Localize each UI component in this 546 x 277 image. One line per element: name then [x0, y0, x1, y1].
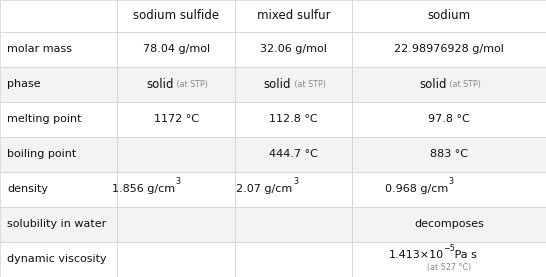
Bar [0, 242, 117, 277]
Bar [235, 32, 352, 67]
Bar [352, 207, 546, 242]
Text: 3: 3 [176, 177, 181, 186]
Text: 3: 3 [449, 177, 454, 186]
Bar [0, 32, 117, 67]
Bar [117, 102, 235, 137]
Bar [0, 0, 117, 32]
Bar [235, 102, 352, 137]
Text: solid: solid [419, 78, 447, 91]
Bar [235, 172, 352, 207]
Bar [352, 102, 546, 137]
Bar [235, 137, 352, 172]
Text: molar mass: molar mass [7, 44, 72, 54]
Text: 78.04 g/mol: 78.04 g/mol [143, 44, 210, 54]
Text: (at STP): (at STP) [448, 80, 482, 89]
Text: 97.8 °C: 97.8 °C [428, 114, 470, 124]
Text: 1.413×10: 1.413×10 [389, 250, 443, 260]
Bar [352, 137, 546, 172]
Bar [235, 207, 352, 242]
Bar [0, 67, 117, 102]
Text: melting point: melting point [7, 114, 81, 124]
Text: 0.968 g/cm: 0.968 g/cm [385, 184, 448, 194]
Bar [117, 0, 235, 32]
Text: 112.8 °C: 112.8 °C [269, 114, 318, 124]
Text: 1172 °C: 1172 °C [153, 114, 199, 124]
Text: 883 °C: 883 °C [430, 149, 468, 160]
Bar [117, 67, 235, 102]
Text: 444.7 °C: 444.7 °C [269, 149, 318, 160]
Text: mixed sulfur: mixed sulfur [257, 9, 330, 22]
Bar [0, 102, 117, 137]
Bar [117, 207, 235, 242]
Bar [352, 67, 546, 102]
Bar [235, 0, 352, 32]
Text: density: density [7, 184, 48, 194]
Text: phase: phase [7, 79, 41, 89]
Text: (at STP): (at STP) [175, 80, 209, 89]
Text: solid: solid [264, 78, 292, 91]
Text: −5: −5 [443, 244, 455, 253]
Text: decomposes: decomposes [414, 219, 484, 229]
Text: (at 527 °C): (at 527 °C) [427, 263, 471, 272]
Text: Pa s: Pa s [451, 250, 477, 260]
Text: 2.07 g/cm: 2.07 g/cm [236, 184, 293, 194]
Bar [117, 172, 235, 207]
Text: boiling point: boiling point [7, 149, 76, 160]
Bar [352, 0, 546, 32]
Text: 1.856 g/cm: 1.856 g/cm [112, 184, 175, 194]
Bar [117, 137, 235, 172]
Bar [0, 172, 117, 207]
Bar [352, 242, 546, 277]
Text: 22.98976928 g/mol: 22.98976928 g/mol [394, 44, 504, 54]
Bar [235, 242, 352, 277]
Text: (at STP): (at STP) [292, 80, 326, 89]
Text: sodium: sodium [428, 9, 471, 22]
Bar [0, 137, 117, 172]
Bar [117, 242, 235, 277]
Bar [0, 207, 117, 242]
Bar [117, 32, 235, 67]
Text: sodium sulfide: sodium sulfide [133, 9, 219, 22]
Text: 32.06 g/mol: 32.06 g/mol [260, 44, 327, 54]
Text: solid: solid [146, 78, 174, 91]
Text: solubility in water: solubility in water [7, 219, 106, 229]
Bar [235, 67, 352, 102]
Bar [352, 172, 546, 207]
Bar [352, 32, 546, 67]
Text: dynamic viscosity: dynamic viscosity [7, 255, 106, 265]
Text: 3: 3 [293, 177, 298, 186]
